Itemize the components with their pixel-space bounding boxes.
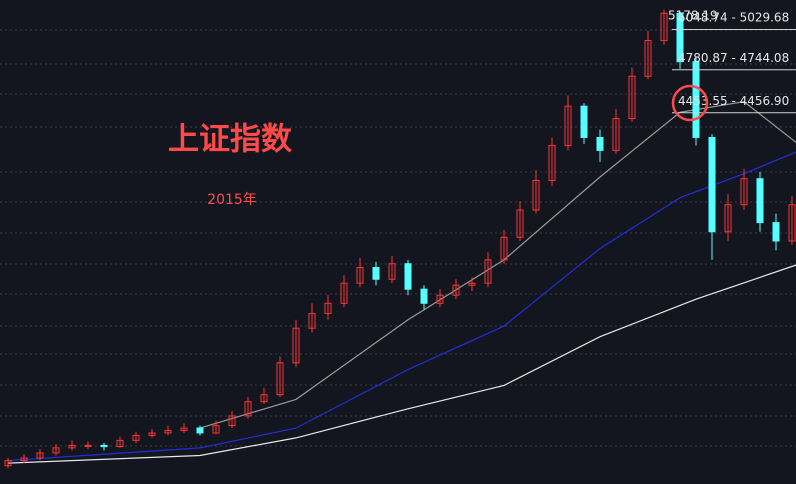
- candle-body: [644, 40, 652, 77]
- candle-body: [500, 236, 508, 261]
- candle-body: [660, 12, 668, 42]
- level-label: 5048.74 - 5029.68: [678, 11, 789, 25]
- candle-body: [228, 415, 236, 427]
- ma-line: [7, 151, 796, 462]
- candle-body: [388, 263, 396, 280]
- candle-body: [468, 282, 476, 286]
- candle-body: [724, 204, 732, 233]
- candle-body: [196, 427, 204, 434]
- candle-body: [420, 288, 428, 304]
- candle-body: [180, 427, 188, 432]
- candle-body: [132, 434, 140, 441]
- candle-body: [580, 105, 588, 138]
- candle-body: [788, 204, 796, 242]
- moving-averages: [7, 100, 796, 464]
- candle-body: [148, 432, 156, 436]
- candle-body: [100, 444, 108, 448]
- candle-body: [244, 401, 252, 417]
- candle-body: [596, 136, 604, 151]
- candle-body: [276, 362, 284, 396]
- level-label: 4453.55 - 4456.90: [678, 94, 789, 108]
- candle-body: [564, 105, 572, 147]
- candle-body: [52, 447, 60, 454]
- candle-body: [676, 12, 684, 63]
- candle-body: [740, 178, 748, 206]
- candle-body: [260, 394, 268, 403]
- candle-body: [612, 118, 620, 151]
- chart-subtitle: 2015年: [207, 192, 257, 208]
- candle-body: [4, 460, 12, 467]
- candle-body: [356, 267, 364, 284]
- candles: [4, 9, 796, 469]
- chart-title: 上证指数: [168, 122, 292, 158]
- candle-body: [308, 313, 316, 329]
- candle-body: [436, 294, 444, 304]
- candle-body: [772, 222, 780, 242]
- candle-body: [548, 145, 556, 181]
- candle-body: [452, 284, 460, 296]
- candle-body: [164, 430, 172, 434]
- candle-body: [628, 75, 636, 120]
- candle-body: [372, 267, 380, 280]
- highlight-circle: [671, 84, 709, 122]
- candle-body: [212, 425, 220, 434]
- candle-body: [324, 302, 332, 315]
- candle-body: [36, 452, 44, 459]
- candle-body: [484, 259, 492, 284]
- candle-body: [20, 457, 28, 462]
- candle-body: [756, 178, 764, 224]
- candle-body: [404, 263, 412, 290]
- candle-body: [340, 282, 348, 304]
- price-levels: 5048.74 - 5029.68 4780.87 - 4744.08 4453.5…: [668, 8, 796, 114]
- candle-body: [292, 327, 300, 364]
- candle-body: [708, 136, 716, 233]
- peak-label: 5178.19: [668, 8, 718, 22]
- candle-body: [692, 61, 700, 138]
- candle-body: [116, 439, 124, 448]
- candle-body: [84, 444, 92, 447]
- ma-line: [199, 100, 796, 429]
- ma-line: [7, 264, 796, 464]
- candle-body: [516, 209, 524, 238]
- candle-body: [532, 179, 540, 211]
- level-label: 4780.87 - 4744.08: [678, 51, 789, 65]
- candle-body: [68, 444, 76, 449]
